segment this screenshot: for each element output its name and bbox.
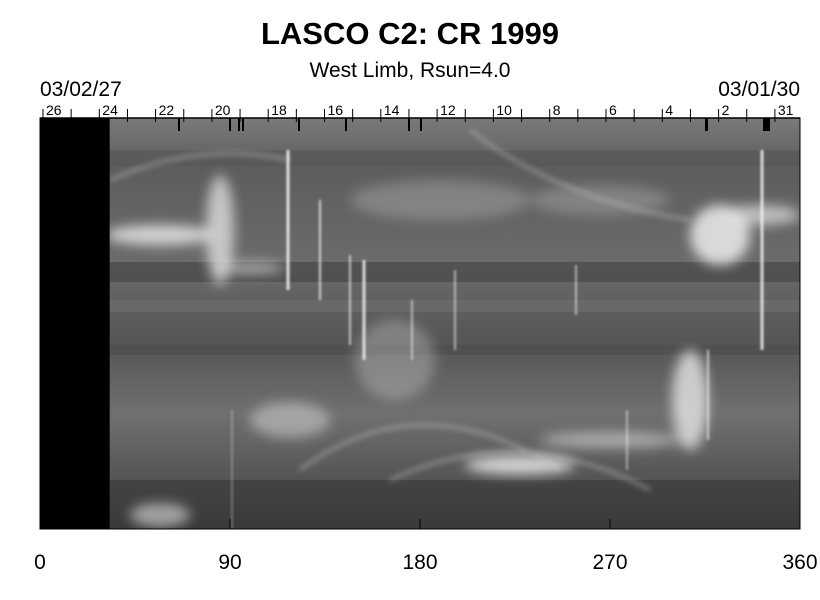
- day-tick-label: 2: [722, 102, 730, 118]
- end-date-label: 03/01/30: [718, 78, 800, 101]
- day-tick-label: 10: [496, 102, 512, 118]
- start-date-label: 03/02/27: [40, 78, 122, 101]
- day-tick-label: 31: [778, 102, 794, 118]
- x-tick-group: 0 90 180 270 360: [34, 519, 818, 574]
- day-tick-label: 24: [102, 102, 118, 118]
- day-tick-label: 6: [609, 102, 617, 118]
- day-tick-label: 16: [328, 102, 344, 118]
- event-markers: [178, 118, 770, 131]
- x-axis-tick-label: 360: [782, 551, 817, 574]
- coronal-image: [40, 118, 800, 529]
- x-axis-tick-label: 270: [592, 551, 627, 574]
- day-tick-group: 26 24 22 20 18 16 14 12 10 8 6 4 2 31: [42, 102, 794, 122]
- day-tick-label: 14: [384, 102, 400, 118]
- day-tick-label: 20: [215, 102, 231, 118]
- chart-subtitle: West Limb, Rsun=4.0: [309, 59, 511, 82]
- x-axis-tick-label: 0: [34, 551, 46, 574]
- day-tick-label: 18: [271, 102, 287, 118]
- day-tick-label: 8: [553, 102, 561, 118]
- day-tick-label: 4: [665, 102, 673, 118]
- chart-title: LASCO C2: CR 1999: [260, 16, 560, 51]
- x-axis-tick-label: 180: [402, 551, 437, 574]
- day-tick-label: 12: [440, 102, 456, 118]
- x-axis-tick-label: 90: [218, 551, 241, 574]
- day-tick-label: 26: [46, 102, 62, 118]
- day-tick-label: 22: [159, 102, 175, 118]
